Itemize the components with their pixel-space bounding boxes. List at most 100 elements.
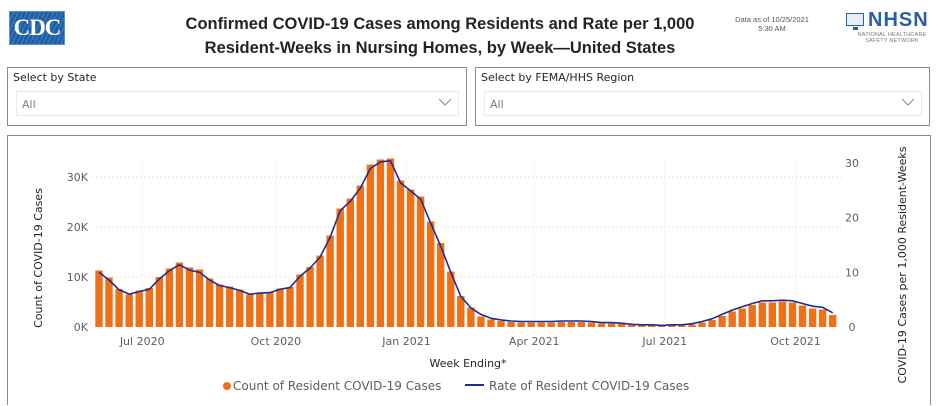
page-title: Confirmed COVID-19 Cases among Residents… <box>150 12 730 60</box>
bar <box>597 323 606 327</box>
bar <box>778 301 787 327</box>
bar <box>748 305 756 327</box>
bar <box>497 321 505 327</box>
bar <box>135 290 143 327</box>
x-tick-label: Oct 2021 <box>770 335 821 348</box>
bar <box>185 267 194 327</box>
bar <box>246 294 254 327</box>
bar <box>266 292 274 327</box>
region-slicer: Select by FEMA/HHS Region All <box>475 67 930 126</box>
cdc-logo-rays <box>10 12 64 44</box>
bar <box>517 322 525 327</box>
bar <box>145 288 153 327</box>
bar <box>648 325 656 327</box>
region-dropdown-value: All <box>490 98 504 111</box>
bar <box>105 277 113 327</box>
chevron-down-icon <box>438 98 452 106</box>
bar <box>306 267 314 327</box>
x-tick-label: Jul 2021 <box>641 335 687 348</box>
nhsn-logo: NHSN NATIONAL HEALTHCARE SAFETY NETWORK <box>844 9 936 48</box>
bar <box>95 270 103 327</box>
bar-series <box>95 158 837 327</box>
bar <box>547 322 555 327</box>
y-tick-label: 30K <box>67 171 89 184</box>
y-tick-label: 0K <box>74 321 89 334</box>
bar <box>195 269 204 327</box>
bar <box>155 277 163 327</box>
region-slicer-label: Select by FEMA/HHS Region <box>481 71 635 84</box>
state-slicer: Select by State All <box>7 67 467 126</box>
cdc-logo-text: CDC <box>13 15 62 40</box>
legend-marker-count <box>223 382 231 390</box>
bar <box>416 196 425 327</box>
monitor-icon <box>846 13 864 30</box>
bar <box>316 255 324 327</box>
y2-tick-label: 0 <box>849 321 856 334</box>
chevron-down-icon <box>901 98 915 106</box>
bar <box>175 262 184 327</box>
bar <box>668 325 676 327</box>
nhsn-subtitle-line-1: NATIONAL HEALTHCARE <box>857 32 927 38</box>
bar <box>336 208 344 327</box>
bar <box>406 189 415 327</box>
bar <box>587 322 596 327</box>
y-axis-right: 0 10 20 30 <box>845 157 859 334</box>
bar <box>326 235 334 327</box>
bar <box>718 316 726 327</box>
bar <box>507 322 515 327</box>
bar <box>115 289 123 327</box>
bar <box>708 320 716 327</box>
cdc-logo: CDC <box>9 11 65 45</box>
bar <box>215 284 224 327</box>
bar <box>798 305 807 327</box>
x-tick-label: Oct 2020 <box>251 335 302 348</box>
nhsn-logo-text: NHSN <box>868 9 929 31</box>
bar <box>205 278 214 327</box>
y-axis-title: Count of COVID-19 Cases <box>32 188 45 328</box>
bar <box>728 311 736 327</box>
bar <box>818 309 827 327</box>
y-tick-label: 20K <box>67 221 89 234</box>
state-dropdown[interactable]: All <box>16 91 459 116</box>
bar <box>688 324 696 327</box>
x-tick-label: Jul 2020 <box>119 335 165 348</box>
bar <box>607 323 616 327</box>
y-axis-left: 0K 10K 20K 30K <box>67 171 89 334</box>
line-series <box>98 160 834 327</box>
y2-tick-label: 10 <box>845 266 859 279</box>
rate-line <box>98 160 834 327</box>
bar <box>768 302 776 327</box>
x-tick-label: Jan 2021 <box>381 335 430 348</box>
state-slicer-label: Select by State <box>13 71 97 84</box>
bar <box>537 322 545 327</box>
bar <box>638 325 646 327</box>
bar <box>226 286 234 327</box>
x-tick-label: Apr 2021 <box>509 335 560 348</box>
y2-tick-label: 30 <box>845 157 859 170</box>
bar <box>808 308 817 327</box>
y-tick-label: 10K <box>67 271 89 284</box>
nhsn-subtitle-line-2: SAFETY NETWORK <box>865 38 919 44</box>
region-dropdown[interactable]: All <box>484 91 922 116</box>
bar <box>437 243 445 327</box>
nhsn-logo-subtitle: NATIONAL HEALTHCARE SAFETY NETWORK <box>846 32 936 44</box>
bar <box>527 322 535 327</box>
bar <box>577 322 586 327</box>
bar <box>658 326 666 327</box>
bar <box>698 322 706 327</box>
bar <box>376 159 385 327</box>
bar <box>788 302 797 327</box>
state-dropdown-value: All <box>22 98 36 111</box>
bar <box>457 296 465 327</box>
bar <box>738 308 746 327</box>
page-title-line-1: Confirmed COVID-19 Cases among Residents… <box>185 15 695 33</box>
bar <box>256 292 264 327</box>
bar <box>758 302 766 327</box>
bar <box>165 268 174 327</box>
legend: Count of Resident COVID-19 Cases Rate of… <box>223 379 689 393</box>
bar <box>829 315 837 327</box>
y2-tick-label: 20 <box>845 212 859 225</box>
bar <box>477 316 485 327</box>
legend-label-count: Count of Resident COVID-19 Cases <box>233 379 441 393</box>
